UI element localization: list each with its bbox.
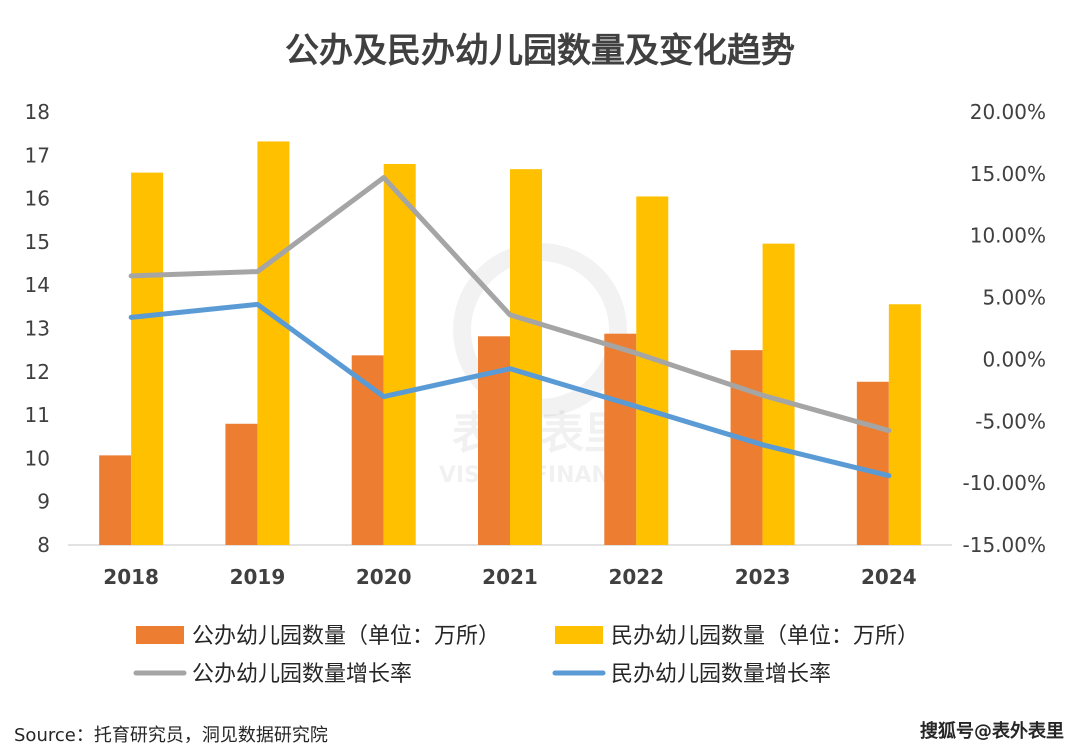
right-tick-label: 0.00%	[982, 347, 1046, 371]
left-tick-label: 13	[25, 317, 50, 341]
bar-public-2023	[730, 350, 763, 545]
left-tick-label: 17	[25, 143, 50, 167]
bar-private-2020	[383, 163, 416, 545]
legend: 公办幼儿园数量（单位：万所） 民办幼儿园数量（单位：万所） 公办幼儿园数量增长率…	[133, 624, 919, 687]
line-private-growth	[128, 301, 892, 479]
left-tick-label: 8	[37, 533, 50, 557]
right-tick-label: 5.00%	[982, 286, 1046, 310]
legend-label-public-rate: 公办幼儿园数量增长率	[192, 662, 412, 687]
category-label: 2023	[735, 565, 791, 589]
legend-label-private-rate: 民办幼儿园数量增长率	[611, 662, 831, 687]
left-tick-label: 10	[25, 446, 50, 470]
left-tick-label: 11	[25, 403, 50, 427]
category-label: 2021	[482, 565, 538, 589]
category-label: 2022	[608, 565, 664, 589]
left-tick-label: 14	[25, 273, 50, 297]
bar-public-2019	[225, 423, 258, 545]
legend-swatch-public-count	[136, 626, 184, 644]
bar-private-2024	[888, 304, 921, 545]
left-tick-label: 15	[25, 230, 50, 254]
bar-private-2021	[510, 169, 542, 545]
left-tick-label: 18	[25, 100, 50, 124]
right-tick-label: -15.00%	[963, 533, 1046, 557]
bar-public-2018	[99, 455, 132, 545]
right-tick-label: -5.00%	[975, 409, 1046, 433]
bar-private-2018	[131, 172, 164, 545]
left-tick-label: 12	[25, 360, 50, 384]
right-tick-label: -10.00%	[963, 471, 1046, 495]
right-axis-ticks: 20.00% 15.00% 10.00% 5.00% 0.00% -5.00% -10.00…	[963, 100, 1046, 557]
bar-private-2019	[257, 141, 290, 545]
category-label: 2019	[230, 565, 286, 589]
category-axis-labels: 2018 2019 2020 2021 2022 2023 2024	[103, 565, 916, 589]
credit-note: 搜狐号@表外表里	[920, 720, 1064, 742]
source-note: Source：托育研究员，洞见数据研究院	[14, 725, 328, 746]
legend-label-public-count: 公办幼儿园数量（单位：万所）	[192, 624, 500, 649]
left-tick-label: 16	[25, 187, 50, 211]
category-label: 2018	[103, 565, 159, 589]
right-tick-label: 20.00%	[970, 100, 1046, 124]
line-public-growth	[128, 175, 892, 434]
legend-label-private-count: 民办幼儿园数量（单位：万所）	[611, 624, 919, 649]
left-tick-label: 9	[37, 490, 50, 514]
bar-private-2022	[636, 196, 669, 545]
category-label: 2020	[356, 565, 412, 589]
legend-swatch-private-count	[555, 626, 603, 644]
right-tick-label: 15.00%	[970, 162, 1046, 186]
left-axis-ticks: 18 17 16 15 14 13 12 11 10 9 8	[25, 100, 50, 557]
bar-public-2024	[856, 381, 889, 545]
right-tick-label: 10.00%	[970, 224, 1046, 248]
chart-title: 公办及民办幼儿园数量及变化趋势	[285, 31, 795, 71]
bar-public-2022	[604, 333, 637, 545]
category-label: 2024	[861, 565, 917, 589]
